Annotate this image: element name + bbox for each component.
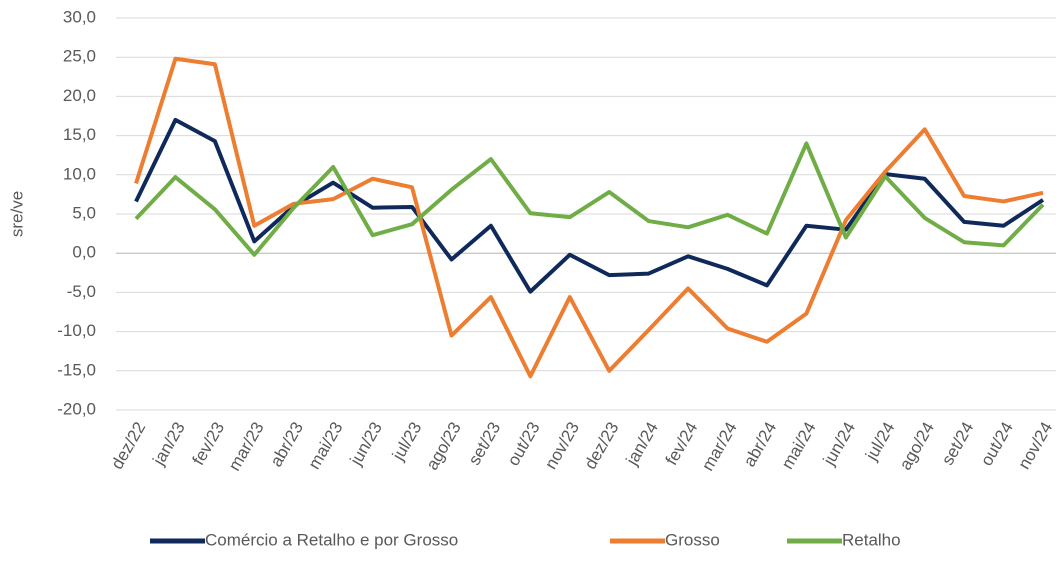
x-tick-label: jan/23 [149, 419, 189, 469]
x-tick-label: mai/24 [778, 419, 820, 473]
y-tick-label: -5,0 [67, 282, 96, 301]
x-tick-label: jul/24 [861, 419, 898, 465]
y-tick-label: -20,0 [57, 399, 96, 418]
x-tick-label: mai/23 [305, 419, 347, 473]
y-axis-label: sre/ve [7, 191, 26, 237]
x-tick-label: jun/23 [346, 419, 386, 469]
x-tick-label: dez/22 [107, 419, 149, 473]
y-tick-label: 25,0 [63, 47, 96, 66]
x-tick-label: jan/24 [622, 419, 662, 469]
series-line [134, 117, 1045, 294]
y-tick-label: 10,0 [63, 164, 96, 183]
y-tick-label: 20,0 [63, 86, 96, 105]
x-tick-label: out/23 [504, 419, 544, 469]
series-line [134, 56, 1044, 379]
legend-label: Retalho [842, 530, 901, 549]
legend-label: Grosso [665, 530, 720, 549]
x-tick-label: fev/24 [662, 419, 702, 469]
x-tick-label: jun/24 [819, 419, 859, 469]
x-tick-label: nov/23 [541, 419, 583, 473]
x-tick-label: ago/24 [896, 419, 938, 474]
series-line [134, 141, 1045, 257]
x-tick-label: fev/23 [189, 419, 229, 469]
x-tick-label: set/24 [938, 419, 978, 469]
x-tick-label: dez/23 [581, 419, 623, 473]
y-tick-label: 0,0 [72, 243, 96, 262]
x-tick-label: mar/23 [225, 419, 268, 474]
x-tick-label: abr/23 [267, 419, 308, 470]
x-tick-label: mar/24 [698, 419, 741, 474]
x-tick-label: abr/24 [740, 419, 781, 470]
y-tick-label: 5,0 [72, 203, 96, 222]
x-tick-label: ago/23 [422, 419, 464, 474]
x-tick-label: out/24 [977, 419, 1017, 469]
x-tick-label: jul/23 [388, 419, 425, 465]
y-tick-label: -15,0 [57, 360, 96, 379]
y-tick-label: 30,0 [63, 7, 96, 26]
y-tick-label: 15,0 [63, 125, 96, 144]
y-tick-label: -10,0 [57, 321, 96, 340]
x-tick-label: nov/24 [1014, 419, 1056, 473]
legend-label: Comércio a Retalho e por Grosso [205, 530, 458, 549]
x-tick-label: set/23 [465, 419, 505, 469]
